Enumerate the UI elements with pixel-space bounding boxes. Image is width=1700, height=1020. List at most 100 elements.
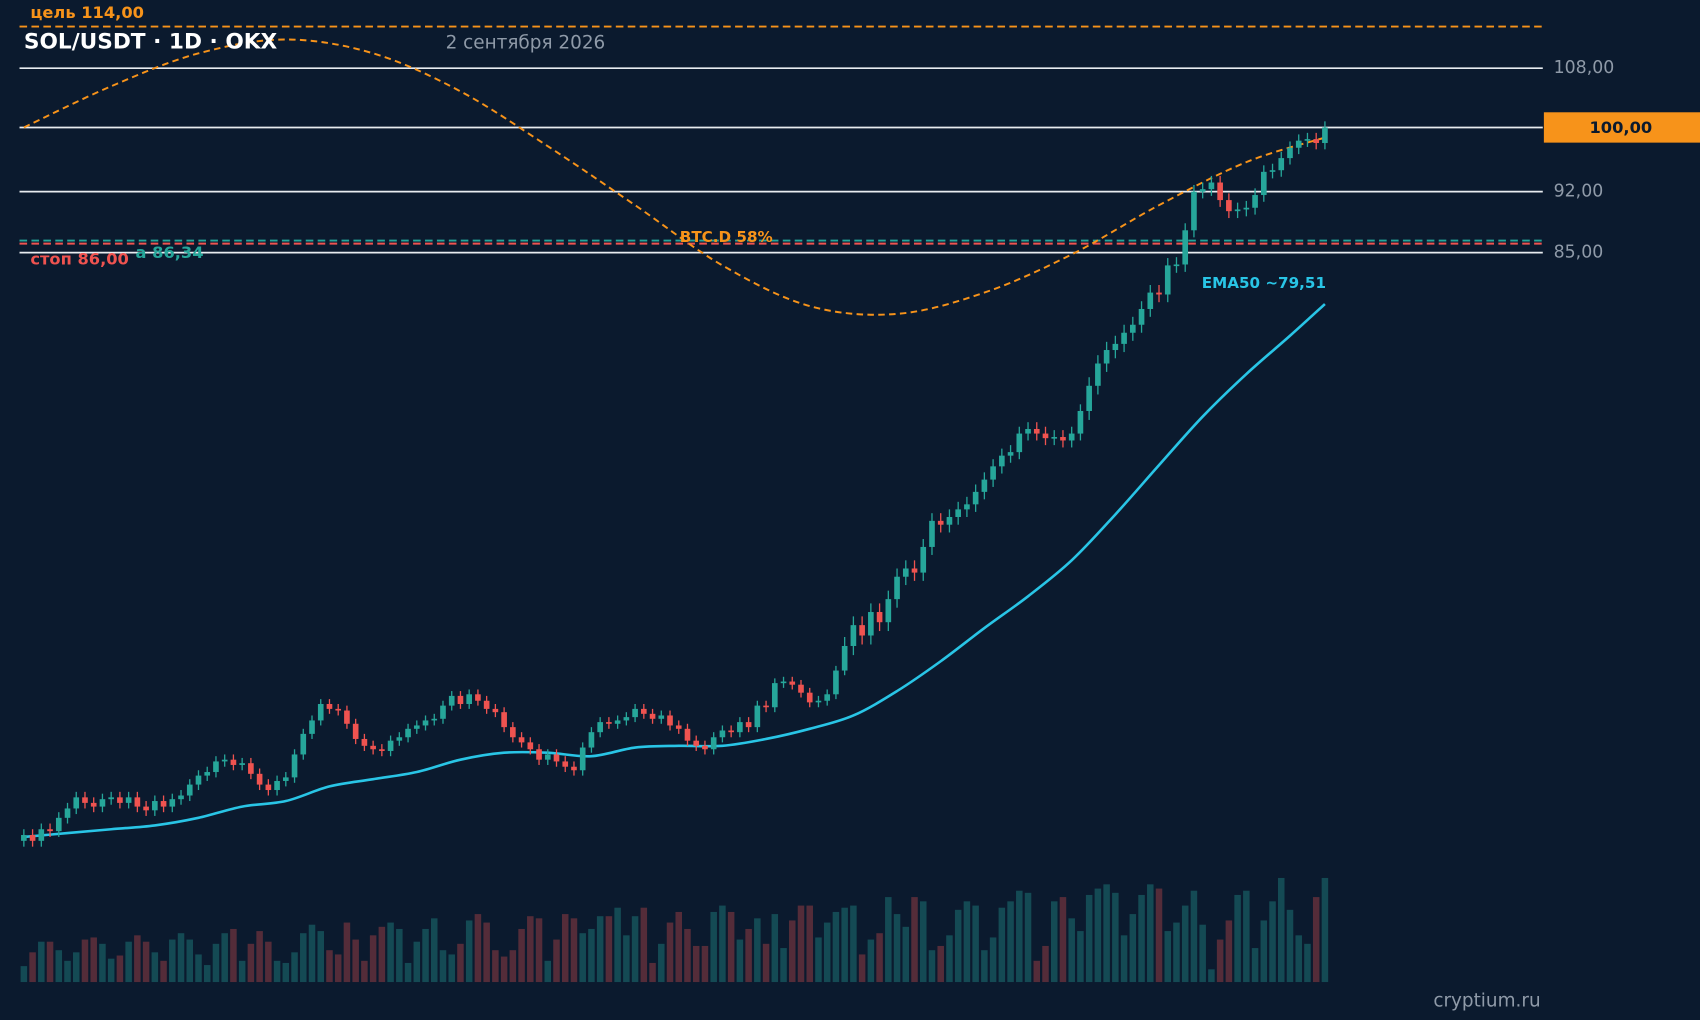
candle-body (309, 720, 315, 734)
candle-body (73, 797, 80, 809)
volume-bar (509, 950, 517, 983)
candle-body (771, 683, 778, 708)
volume-bar (457, 943, 464, 983)
candle-body (396, 737, 403, 741)
candle-body (99, 799, 106, 807)
volume-bar (640, 907, 648, 983)
candle-body (230, 759, 237, 765)
volume-bar (1260, 920, 1268, 983)
candle-body (186, 784, 193, 796)
volume-bar (1147, 884, 1154, 983)
volume-bar (789, 920, 796, 983)
candle-body (1077, 410, 1084, 434)
volume-bar (492, 950, 499, 983)
candle-body (1016, 433, 1023, 453)
volume-bar (701, 945, 709, 983)
candle-body (1086, 385, 1092, 411)
candle-body (588, 732, 595, 748)
candle-body (1156, 292, 1162, 295)
volume-bar (55, 950, 63, 983)
volume-bar (762, 943, 770, 983)
candle-body (885, 599, 892, 623)
candle-body (1138, 308, 1145, 325)
candle-body (1182, 230, 1189, 265)
volume-bar (273, 960, 281, 983)
candle-body (684, 728, 691, 741)
candle-body (1226, 200, 1232, 212)
candle-body (213, 761, 219, 773)
y-tick-label: 108,00 (1554, 58, 1615, 78)
candle-body (1217, 182, 1223, 201)
volume-bar (265, 941, 272, 983)
candle-body (492, 708, 499, 713)
candle-body (483, 700, 490, 709)
candle-body (606, 722, 612, 724)
volume-bar (614, 907, 621, 983)
candle-body (597, 722, 603, 733)
candle-body (1051, 437, 1058, 439)
volume-bar (1216, 939, 1224, 983)
candle-body (256, 773, 263, 785)
candle-body (955, 509, 961, 517)
volume-bar (675, 911, 683, 983)
candle-body (466, 694, 473, 704)
level-label: a 86,34 (136, 243, 204, 262)
volume-bar (1103, 884, 1110, 983)
candle-body (553, 754, 560, 762)
volume-bar (1286, 909, 1294, 983)
volume-bar (1321, 877, 1329, 983)
candle-body (544, 754, 551, 760)
candle-body (763, 705, 769, 708)
candle-body (55, 817, 62, 832)
volume-bar (518, 928, 525, 983)
candle-body (1304, 139, 1311, 141)
volume-bar (911, 897, 918, 983)
candle-body (1103, 350, 1110, 364)
candle-body (195, 775, 202, 785)
candle-body (675, 725, 682, 729)
candle-body (1260, 171, 1267, 196)
candle-body (82, 797, 88, 803)
volume-bar (195, 954, 202, 983)
volume-bar (1068, 918, 1075, 983)
volume-bar (989, 937, 997, 983)
volume-bar (422, 928, 429, 983)
candle-body (806, 692, 813, 703)
candle-body (798, 684, 804, 693)
candle-body (21, 835, 27, 841)
candle-body (117, 797, 123, 803)
volume-bar (902, 926, 910, 983)
volume-bar (1016, 890, 1023, 983)
volume-bar (754, 918, 761, 983)
candle-body (1042, 433, 1049, 439)
volume-bar (631, 916, 639, 983)
volume-bar (1278, 877, 1285, 983)
candle-body (64, 808, 71, 818)
volume-bar (946, 935, 953, 983)
candle-body (1060, 437, 1066, 441)
volume-bar (64, 960, 71, 983)
candle-body (475, 694, 481, 701)
volume-bar (20, 966, 28, 983)
volume-bar (1234, 894, 1241, 983)
plot: 108,00 92,00 85,00 100,00 цель 114,00 стоп 86… (19, 3, 1700, 983)
volume-bar (561, 914, 569, 983)
volume-bar (1295, 935, 1302, 983)
candle-body (405, 728, 411, 738)
volume-bar (134, 935, 141, 983)
candle-body (431, 718, 438, 721)
volume-bar (684, 928, 691, 983)
volume-bar (649, 962, 656, 983)
candle-body (1278, 158, 1285, 171)
candle-body (335, 708, 342, 711)
volume-bar (1024, 892, 1032, 983)
volume-bar (972, 905, 979, 983)
candle-body (221, 759, 228, 762)
volume-bar (1042, 945, 1049, 983)
volume-bar (553, 939, 560, 983)
candle-body (1033, 428, 1040, 434)
y-tick-label: 92,00 (1554, 182, 1604, 202)
volume-bar (806, 905, 813, 983)
